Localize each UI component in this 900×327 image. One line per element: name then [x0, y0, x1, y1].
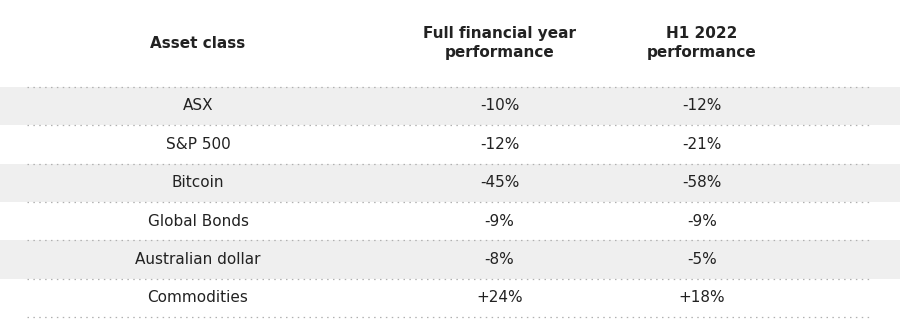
- Text: Commodities: Commodities: [148, 290, 248, 305]
- Bar: [0, 87, 900, 125]
- Bar: [0, 164, 900, 202]
- Text: Bitcoin: Bitcoin: [172, 175, 224, 190]
- Text: +18%: +18%: [679, 290, 725, 305]
- Text: Global Bonds: Global Bonds: [148, 214, 248, 229]
- Text: -10%: -10%: [480, 98, 519, 113]
- Bar: [0, 202, 900, 240]
- Text: -12%: -12%: [682, 98, 722, 113]
- Text: +24%: +24%: [476, 290, 523, 305]
- Bar: [0, 125, 900, 164]
- Text: -12%: -12%: [480, 137, 519, 152]
- Text: S&P 500: S&P 500: [166, 137, 230, 152]
- Text: -21%: -21%: [682, 137, 722, 152]
- Text: Full financial year
performance: Full financial year performance: [423, 26, 576, 60]
- Bar: [0, 240, 900, 279]
- Text: Australian dollar: Australian dollar: [135, 252, 261, 267]
- Text: -58%: -58%: [682, 175, 722, 190]
- Bar: [0, 279, 900, 317]
- Bar: [0, 0, 900, 87]
- Text: ASX: ASX: [183, 98, 213, 113]
- Text: -45%: -45%: [480, 175, 519, 190]
- Text: -9%: -9%: [484, 214, 515, 229]
- Text: -8%: -8%: [484, 252, 515, 267]
- Text: H1 2022
performance: H1 2022 performance: [647, 26, 757, 60]
- Text: -5%: -5%: [687, 252, 717, 267]
- Text: Asset class: Asset class: [150, 36, 246, 51]
- Text: -9%: -9%: [687, 214, 717, 229]
